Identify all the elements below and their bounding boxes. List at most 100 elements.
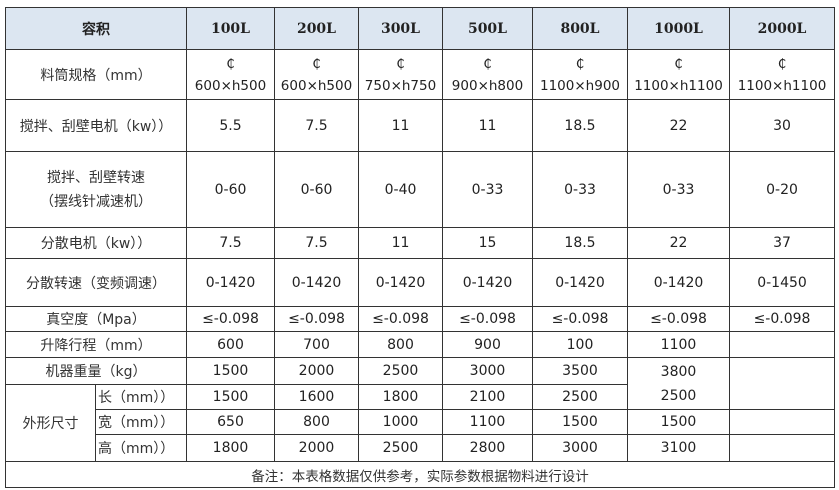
cell: ≤-0.098 bbox=[186, 306, 275, 332]
table-row-height: 高（mm）） 1800 2000 2500 2800 3000 3100 bbox=[6, 434, 835, 462]
cell: 650 bbox=[186, 409, 275, 435]
cell: 11 bbox=[358, 227, 443, 259]
cell: 0-1420 bbox=[442, 258, 533, 307]
cell: 0-1420 bbox=[186, 258, 275, 307]
cell: 2000 bbox=[274, 357, 359, 385]
cell: 2800 bbox=[442, 434, 533, 462]
header-volume: 1000L bbox=[627, 7, 730, 50]
cell: 7.5 bbox=[186, 227, 275, 259]
cell: 900 bbox=[442, 331, 533, 358]
cell bbox=[729, 357, 835, 410]
cell: ≤-0.098 bbox=[358, 306, 443, 332]
header-row: 容积 100L 200L 300L 500L 800L 1000L 2000L bbox=[5, 7, 835, 50]
header-volume: 200L bbox=[274, 7, 359, 50]
cell-value: 600×h500 bbox=[280, 77, 353, 94]
cell: 0-33 bbox=[532, 151, 628, 228]
table-row-mix-motor: 搅拌、刮壁电机（kw）） 5.5 7.5 11 11 18.5 22 30 bbox=[5, 99, 835, 152]
cell: ₵ 1100×h900 bbox=[532, 49, 628, 100]
cell: 0-1450 bbox=[729, 258, 835, 307]
table-row-barrel: 料筒规格（mm） ₵ 600×h500 ₵ 600×h500 ₵ 750×h750 ₵… bbox=[5, 49, 835, 100]
row-label: 搅拌、刮壁电机（kw）） bbox=[5, 99, 187, 152]
cell: 3500 bbox=[532, 357, 628, 385]
diameter-symbol: ₵ bbox=[575, 55, 585, 72]
cell-value: 1100×h900 bbox=[540, 77, 620, 94]
cell: ≤-0.098 bbox=[627, 306, 730, 332]
row-label: 长（mm）） bbox=[95, 384, 187, 410]
cell: 800 bbox=[274, 409, 359, 435]
dims-label: 外形尺寸 bbox=[5, 384, 96, 462]
row-label-line: （摆线针减速机） bbox=[40, 193, 152, 210]
table-row-mix-speed: 搅拌、刮壁转速 （摆线针减速机） 0-60 0-60 0-40 0-33 0-33… bbox=[5, 151, 835, 228]
header-volume: 100L bbox=[186, 7, 275, 50]
cell: 0-33 bbox=[627, 151, 730, 228]
cell: ₵ 600×h500 bbox=[274, 49, 359, 100]
table-row-note: 备注：本表格数据仅供参考，实际参数根据物料进行设计 bbox=[5, 461, 835, 488]
row-label: 宽（mm）） bbox=[95, 409, 187, 435]
cell: ≤-0.098 bbox=[274, 306, 359, 332]
cell: 7.5 bbox=[274, 227, 359, 259]
cell: 600 bbox=[186, 331, 275, 358]
header-label: 容积 bbox=[5, 7, 187, 50]
cell: 0-33 bbox=[442, 151, 533, 228]
cell: ₵ 750×h750 bbox=[358, 49, 443, 100]
cell: 700 bbox=[274, 331, 359, 358]
diameter-symbol: ₵ bbox=[312, 55, 321, 72]
diameter-symbol: ₵ bbox=[674, 55, 683, 72]
cell-value: 600×h500 bbox=[194, 77, 267, 94]
cell-value: 2500 bbox=[660, 387, 697, 404]
row-label: 分散转速（变频调速） bbox=[5, 258, 187, 307]
cell: ₵ 600×h500 bbox=[186, 49, 275, 100]
header-volume: 500L bbox=[442, 7, 533, 50]
cell: 22 bbox=[627, 99, 730, 152]
cell: 0-1420 bbox=[532, 258, 628, 307]
cell: 7.5 bbox=[274, 99, 359, 152]
table-row-weight: 机器重量（kg） 1500 2000 2500 3000 3500 3800 25… bbox=[5, 357, 835, 410]
cell: 1500 bbox=[186, 384, 275, 410]
cell: 18.5 bbox=[532, 227, 628, 259]
cell-value: 900×h800 bbox=[451, 77, 524, 94]
cell: 2500 bbox=[358, 357, 443, 385]
cell: 1000 bbox=[358, 409, 443, 435]
cell: 0-1420 bbox=[627, 258, 730, 307]
cell: 0-1420 bbox=[274, 258, 359, 307]
row-label: 高（mm）） bbox=[95, 434, 187, 462]
cell: ≤-0.098 bbox=[729, 306, 835, 332]
cell: 2500 bbox=[358, 434, 443, 462]
cell: 1500 bbox=[532, 409, 628, 435]
row-label: 搅拌、刮壁转速 （摆线针减速机） bbox=[5, 151, 187, 228]
spec-table: 容积 100L 200L 300L 500L 800L 1000L 2000L … bbox=[5, 7, 835, 488]
cell: 0-40 bbox=[358, 151, 443, 228]
cell: 15 bbox=[442, 227, 533, 259]
cell: 1500 bbox=[627, 409, 730, 435]
table-row-length: 外形尺寸 长（mm）） 1500 1600 1800 2100 2500 bbox=[5, 384, 835, 462]
cell: 2000 bbox=[274, 434, 359, 462]
cell: 22 bbox=[627, 227, 730, 259]
row-label: 分散电机（kw）） bbox=[5, 227, 187, 259]
table-row-lift: 升降行程（mm） 600 700 800 900 100 1100 bbox=[5, 331, 835, 358]
cell-value: 750×h750 bbox=[364, 77, 437, 94]
cell: ₵ 1100×h1100 bbox=[627, 49, 730, 100]
cell: ₵ 1100×h1100 bbox=[729, 49, 835, 100]
cell: ₵ 900×h800 bbox=[442, 49, 533, 100]
cell: 100 bbox=[532, 331, 628, 358]
cell: 0-1420 bbox=[358, 258, 443, 307]
diameter-symbol: ₵ bbox=[396, 55, 405, 72]
row-label-line: 搅拌、刮壁转速 bbox=[47, 169, 145, 186]
cell: 18.5 bbox=[532, 99, 628, 152]
table-row-disp-motor: 分散电机（kw）） 7.5 7.5 11 15 18.5 22 37 bbox=[5, 227, 835, 259]
row-label: 真空度（Mpa） bbox=[5, 306, 187, 332]
cell: 3100 bbox=[627, 434, 730, 462]
cell-value: 1100×h1100 bbox=[634, 77, 723, 94]
cell: 800 bbox=[358, 331, 443, 358]
cell: 3000 bbox=[442, 357, 533, 385]
cell: 11 bbox=[442, 99, 533, 152]
cell: 0-20 bbox=[729, 151, 835, 228]
cell: 0-60 bbox=[186, 151, 275, 228]
note: 备注：本表格数据仅供参考，实际参数根据物料进行设计 bbox=[5, 461, 835, 488]
cell: 1100 bbox=[442, 409, 533, 435]
cell: ≤-0.098 bbox=[532, 306, 628, 332]
header-volume: 300L bbox=[358, 7, 443, 50]
cell: 1100 bbox=[627, 331, 730, 358]
table-row-width: 宽（mm）） 650 800 1000 1100 1500 1500 bbox=[6, 409, 835, 435]
row-label: 升降行程（mm） bbox=[5, 331, 187, 358]
